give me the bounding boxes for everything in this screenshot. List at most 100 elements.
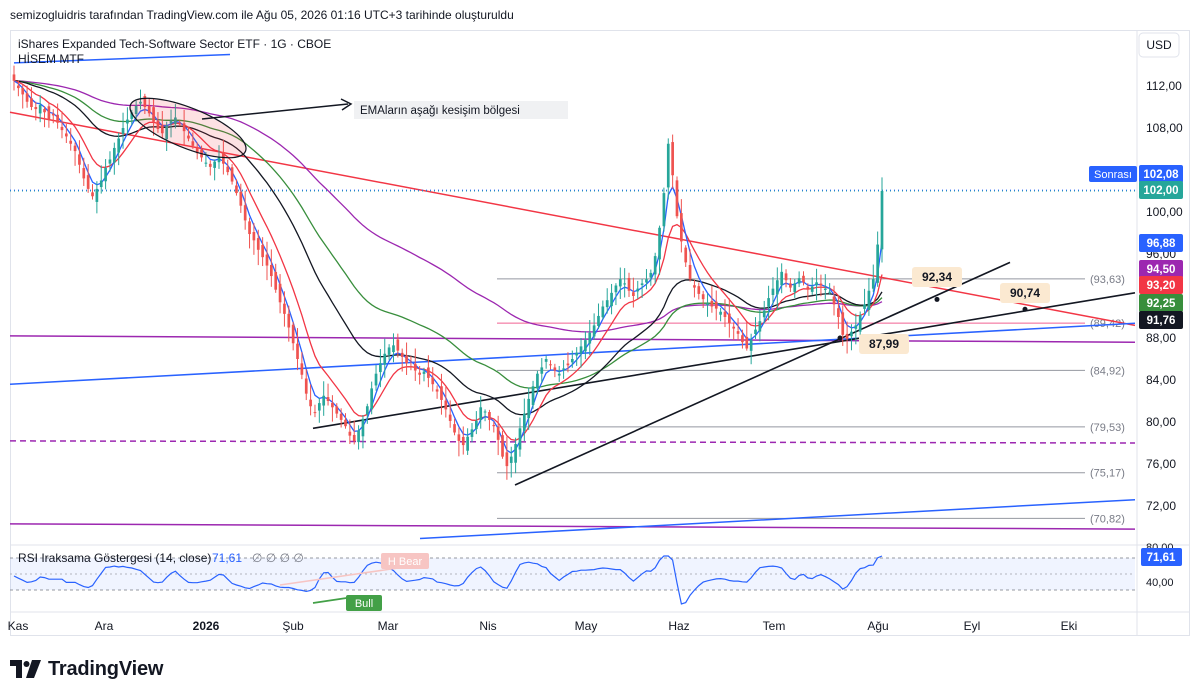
candle-55 [252, 232, 256, 241]
candle-60 [274, 271, 278, 290]
candle-26 [126, 119, 129, 124]
candle-158 [701, 294, 705, 300]
candle-72 [326, 397, 330, 401]
candle-109 [488, 412, 491, 420]
price-badge-text-6: 91,76 [1147, 315, 1176, 327]
candle-16 [82, 168, 86, 179]
candle-180 [797, 278, 801, 284]
x-tick-8: Tem [763, 619, 786, 633]
candle-51 [235, 185, 238, 194]
rsi-title: RSI Iraksama Göstergesi (14, close) [18, 551, 211, 565]
candle-79 [357, 430, 360, 443]
candle-108 [483, 411, 487, 413]
candle-168 [745, 336, 749, 349]
price-badge-1 [1139, 181, 1183, 199]
candle-113 [505, 452, 509, 467]
price-badge-3 [1139, 260, 1183, 278]
candle-38 [178, 123, 182, 125]
y-tick-1: 108,00 [1146, 121, 1183, 135]
candle-154 [684, 247, 688, 263]
candle-192 [850, 331, 853, 337]
candle-9 [51, 113, 55, 116]
candle-167 [741, 335, 744, 343]
price-badge-text-4: 93,20 [1147, 280, 1176, 292]
candle-125 [557, 373, 561, 376]
footer-brand[interactable]: TradingView [10, 656, 163, 682]
candle-191 [845, 333, 849, 340]
purple-dashed-line [9, 440, 1136, 444]
candle-121 [540, 367, 544, 374]
candle-15 [78, 154, 81, 165]
candle-141 [627, 277, 631, 291]
candle-151 [671, 142, 674, 176]
ema-arrow-line [201, 103, 349, 120]
candle-136 [605, 300, 609, 308]
candle-100 [448, 414, 452, 421]
candle-91 [409, 366, 413, 368]
candle-117 [522, 413, 526, 431]
indicator-title: HİSEM MTF [18, 52, 84, 66]
candle-132 [588, 332, 592, 344]
candle-18 [91, 192, 94, 197]
candle-128 [570, 359, 574, 363]
purple-bottom-line [9, 523, 1136, 530]
candle-127 [566, 363, 570, 366]
rsi-bear-divergence [279, 567, 399, 586]
trend-lines [9, 53, 1136, 540]
candle-196 [867, 290, 871, 310]
candle-39 [182, 123, 186, 132]
chart-frame[interactable] [10, 30, 1190, 636]
candle-131 [584, 340, 587, 352]
candle-42 [195, 147, 199, 154]
candle-41 [191, 141, 195, 146]
rsi-value-badge-text: 71,61 [1147, 552, 1176, 564]
candle-118 [527, 398, 531, 419]
price-tag-3-text: 87,99 [869, 337, 899, 351]
candle-122 [544, 359, 548, 362]
currency-button[interactable] [1138, 32, 1180, 58]
candle-101 [453, 424, 456, 433]
candle-59 [270, 264, 273, 277]
candle-157 [697, 286, 701, 294]
candle-29 [139, 101, 142, 104]
candle-142 [632, 292, 635, 296]
candle-186 [823, 288, 827, 290]
rsi-bull-label-box [346, 595, 382, 611]
x-tick-9: Ağu [867, 619, 888, 633]
purple-support-line [9, 335, 1136, 343]
candle-174 [771, 288, 775, 295]
candle-0 [12, 74, 16, 81]
candle-65 [296, 343, 299, 359]
price-badge-4 [1139, 276, 1183, 294]
candle-84 [379, 363, 382, 373]
candle-70 [317, 403, 321, 411]
fib-levels: (93,63)(89,42)(84,92)(79,53)(75,17)(70,8… [497, 274, 1125, 525]
candle-35 [165, 125, 169, 140]
candle-11 [60, 126, 64, 131]
candle-96 [431, 377, 435, 385]
candle-89 [400, 352, 404, 357]
candle-104 [466, 436, 469, 451]
candle-28 [134, 105, 138, 115]
y-tick-7: 76,00 [1146, 457, 1176, 471]
candle-47 [217, 157, 221, 163]
annotations [129, 97, 353, 159]
candle-183 [810, 286, 814, 292]
candle-23 [112, 147, 116, 163]
x-tick-7: Haz [668, 619, 689, 633]
candle-82 [370, 388, 374, 410]
price-badge-6 [1139, 311, 1183, 329]
ema-arrow-head [340, 98, 353, 111]
candle-33 [156, 120, 160, 130]
badge-prefix-box-0 [1089, 166, 1137, 182]
candle-27 [130, 112, 134, 119]
candle-177 [784, 273, 788, 281]
candle-194 [858, 314, 862, 332]
candle-86 [387, 347, 391, 355]
candle-130 [579, 346, 583, 354]
candle-165 [732, 326, 736, 329]
candle-68 [309, 399, 312, 407]
y-tick-4: 88,00 [1146, 331, 1176, 345]
candle-189 [837, 308, 840, 317]
